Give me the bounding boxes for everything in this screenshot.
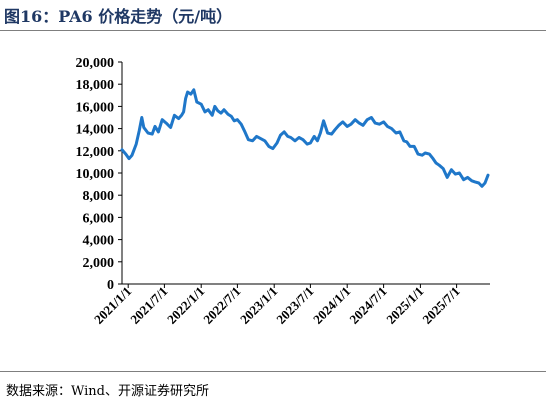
y-tick-label: 20,000 [76,56,115,71]
x-tick-label: 2024/7/1 [346,284,389,327]
y-tick-label: 18,000 [76,78,115,93]
x-tick-label: 2024/1/1 [310,284,353,327]
y-axis: 0 2,000 4,000 6,000 8,000 10,000 12,000 14,000 1… [76,56,123,293]
title-divider [0,30,546,31]
y-tick-label: 10,000 [76,167,115,182]
y-tick-label: 12,000 [76,145,115,160]
x-tick-label: 2025/1/1 [383,284,426,327]
y-tick-label: 0 [107,278,114,293]
y-tick-label: 6,000 [83,211,115,226]
x-tick-label: 2022/1/1 [164,284,207,327]
y-tick-label: 4,000 [83,234,115,249]
price-line-chart: 0 2,000 4,000 6,000 8,000 10,000 12,000 14,000 1… [76,56,490,327]
x-tick-label: 2022/7/1 [200,284,243,327]
x-tick-label: 2021/7/1 [127,284,170,327]
y-tick-label: 16,000 [76,100,115,115]
source-note: 数据来源：Wind、开源证券研究所 [6,384,209,399]
series-group [120,88,490,188]
chart-title: 图16：PA6 价格走势（元/吨） [4,7,233,26]
y-tick-label: 2,000 [83,256,115,271]
x-axis: 2021/1/12021/7/12022/1/12022/7/12023/1/1… [91,283,490,327]
x-tick-label: 2023/1/1 [237,284,280,327]
source-divider [0,371,546,372]
x-tick-label: 2023/7/1 [273,284,316,327]
x-tick-label: 2025/7/1 [419,284,462,327]
series-line-0 [120,88,490,188]
y-tick-label: 14,000 [76,123,115,138]
y-tick-label: 8,000 [83,189,115,204]
